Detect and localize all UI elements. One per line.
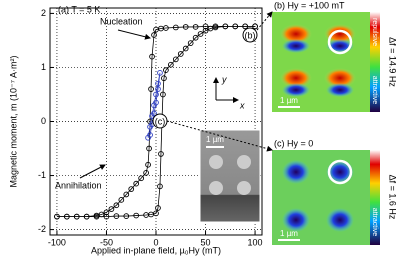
- data-point: [212, 24, 219, 31]
- data-point: [222, 23, 229, 30]
- data-point: [63, 213, 70, 220]
- data-point: [153, 99, 159, 106]
- annotation: x: [239, 100, 245, 110]
- x-tick-label: -100: [48, 237, 66, 247]
- scalebar-label: 1 µm: [280, 96, 298, 105]
- data-point: [128, 186, 135, 192]
- annotation: Annihilation: [55, 180, 102, 190]
- data-point: [83, 213, 90, 220]
- data-point: [123, 191, 130, 198]
- data-point: [113, 202, 120, 209]
- data-point: [232, 23, 239, 30]
- data-point: [157, 70, 163, 76]
- data-point: [177, 51, 184, 57]
- y-tick-label: -2: [38, 224, 46, 234]
- y-tick-label: 0: [41, 116, 46, 126]
- data-point: [157, 183, 163, 190]
- data-point: [123, 213, 130, 219]
- colorbar-label: attractive: [371, 76, 378, 105]
- data-point: [172, 56, 179, 63]
- panel-title: (c) Hy = 0: [274, 138, 313, 148]
- annotation: (b): [245, 30, 256, 40]
- data-point: [158, 151, 164, 157]
- data-point: [93, 213, 100, 220]
- data-point: [155, 86, 161, 92]
- x-tick-label: -50: [100, 237, 113, 247]
- scale-label: Δf = 1.6 Hz: [388, 175, 398, 220]
- x-axis-label: Applied in-plane field, µ₀Hy (mT): [91, 245, 221, 255]
- data-point: [192, 34, 199, 41]
- colorbar-label: repulsive: [371, 18, 378, 46]
- data-point: [252, 23, 258, 30]
- annotation: y: [221, 74, 227, 84]
- data-point: [242, 23, 249, 30]
- scalebar-label: 1 µm: [206, 135, 224, 144]
- data-point: [138, 175, 144, 182]
- data-point: [153, 91, 159, 98]
- data-point: [182, 45, 189, 52]
- data-point: [182, 24, 189, 30]
- data-point: [151, 110, 157, 117]
- data-point: [149, 53, 155, 60]
- scale-label: Δf = 14.9 Hz: [388, 37, 398, 87]
- data-point: [192, 24, 199, 30]
- data-point: [172, 24, 179, 31]
- data-point: [103, 213, 110, 220]
- data-point: [163, 67, 169, 74]
- data-point: [160, 91, 166, 98]
- sem-inset: [199, 129, 261, 223]
- data-point: [202, 27, 209, 34]
- data-point: [133, 212, 140, 219]
- colorbar-label: attractive: [371, 208, 378, 237]
- data-point: [197, 31, 204, 37]
- annotation: Nucleation: [100, 16, 143, 26]
- series-line: [56, 25, 256, 218]
- x-tick-label: 100: [248, 237, 263, 247]
- mfm-image-b: [272, 12, 380, 112]
- data-point: [168, 61, 174, 68]
- data-point: [187, 40, 194, 46]
- data-point: [133, 180, 140, 187]
- data-point: [161, 75, 167, 82]
- series-line: [56, 25, 256, 218]
- series-line: [147, 72, 161, 138]
- data-point: [108, 206, 115, 212]
- data-point: [147, 132, 153, 138]
- data-point: [153, 26, 159, 33]
- data-point: [73, 213, 80, 220]
- x-tick-label: 0: [153, 237, 158, 247]
- data-point: [143, 169, 149, 176]
- y-tick-label: 2: [41, 8, 46, 18]
- y-axis-label: Magnetic moment, m (10⁻⁷ A·m²): [8, 55, 18, 187]
- annotation: (c): [155, 116, 166, 126]
- data-point: [148, 86, 154, 92]
- data-point: [155, 80, 161, 87]
- x-tick-label: 50: [201, 237, 211, 247]
- data-point: [103, 209, 110, 216]
- y-tick-label: -1: [38, 170, 46, 180]
- data-point: [113, 213, 120, 219]
- scalebar-label: 1 µm: [280, 229, 298, 238]
- data-point: [153, 210, 159, 217]
- data-point: [54, 213, 60, 220]
- data-point: [145, 161, 151, 168]
- data-point: [151, 32, 157, 38]
- panel-title: (b) Hy = +100 mT: [274, 0, 345, 10]
- data-point: [146, 145, 152, 152]
- data-point: [155, 205, 161, 211]
- y-tick-label: 1: [41, 62, 46, 72]
- chart-title: (a) T = 5 K: [58, 4, 100, 14]
- data-point: [118, 197, 125, 203]
- mfm-image-c: [272, 150, 380, 245]
- data-point: [202, 23, 209, 30]
